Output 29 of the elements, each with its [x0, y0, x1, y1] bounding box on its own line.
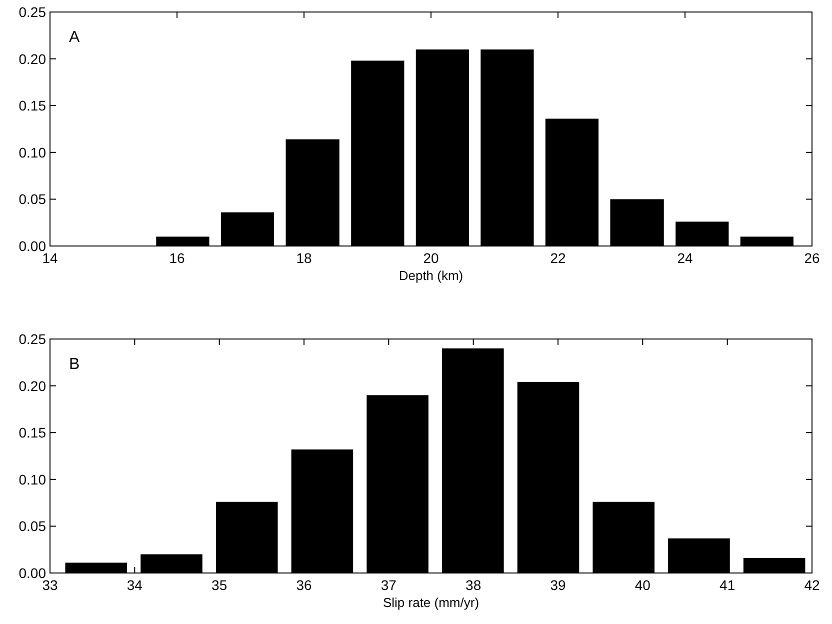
- y-tick-label: 0.15: [18, 424, 46, 441]
- text: A: [69, 29, 80, 46]
- y-tick-label: 0.05: [18, 191, 46, 208]
- x-axis-title: Depth (km): [398, 268, 464, 283]
- y-tick-label: 0.05: [18, 518, 46, 534]
- x-tick-label: 37: [380, 577, 397, 593]
- y-tick-label: 0.25: [18, 4, 46, 20]
- y-tick-label: 0.20: [18, 378, 46, 394]
- x-tick-label: 16: [169, 250, 185, 266]
- x-tick-label: 40: [634, 577, 651, 593]
- x-tick-label: 36: [296, 577, 312, 593]
- y-tick-label: 0.25: [18, 331, 46, 347]
- x-tick-label: 41: [720, 577, 736, 593]
- x-tick-label: 24: [677, 250, 693, 266]
- x-tick-label: 35: [212, 577, 228, 593]
- x-tick-label: 42: [804, 577, 820, 593]
- y-tick-label: 0.10: [18, 471, 46, 488]
- text: B: [69, 356, 80, 373]
- x-tick-label: 22: [550, 250, 566, 266]
- x-tick-label: 26: [804, 250, 820, 266]
- y-tick-label: 0.20: [18, 50, 46, 67]
- x-tick-label: 20: [423, 250, 439, 266]
- x-tick-label: 34: [126, 577, 143, 593]
- x-tick-label: 38: [466, 577, 482, 593]
- x-tick-label: 18: [296, 250, 312, 266]
- y-tick-label: 0.10: [18, 144, 46, 160]
- x-axis-title: Slip rate (mm/yr): [382, 595, 480, 610]
- y-tick-label: 0.15: [18, 98, 46, 114]
- x-tick-label: 39: [550, 577, 566, 593]
